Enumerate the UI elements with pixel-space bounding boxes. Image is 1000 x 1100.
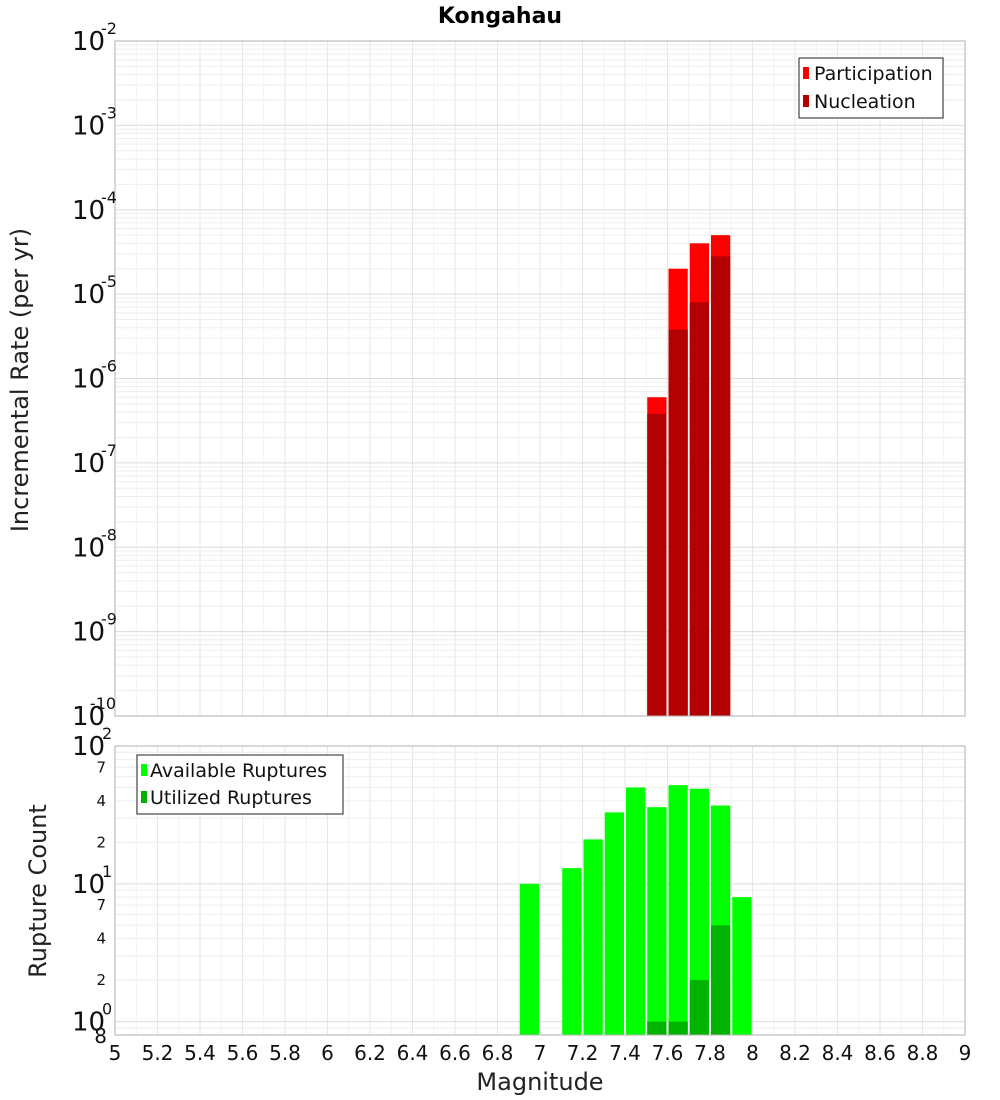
bottom-legend: Available Ruptures Utilized Ruptures [136, 754, 344, 815]
x-tick-label: 8.8 [907, 1041, 939, 1065]
top-y-tick-label: 10 [72, 280, 105, 310]
x-tick-label: 6.8 [482, 1041, 514, 1065]
bottom-y-minor-tick-label: 2 [96, 971, 106, 989]
x-tick-label: 6.6 [439, 1041, 471, 1065]
top-y-tick-exponent: -4 [101, 188, 117, 207]
x-tick-label: 8.4 [822, 1041, 854, 1065]
top-y-tick-label: 10 [72, 618, 105, 648]
x-tick-label: 6.2 [354, 1041, 386, 1065]
top-bars [647, 235, 731, 717]
legend-swatch-nucleation [803, 95, 809, 107]
legend-label-utilized: Utilized Ruptures [150, 787, 312, 809]
x-tick-label: 8.6 [864, 1041, 896, 1065]
top-y-tick-label: 10 [72, 365, 105, 395]
bottom-y-minor-tick-label: 2 [96, 833, 106, 851]
bottom-legend-box [136, 754, 344, 815]
available-ruptures-bar [732, 897, 752, 1035]
bottom-y-minor-tick-label: 7 [96, 758, 106, 776]
top-y-tick-exponent: -8 [101, 525, 117, 544]
x-tick-label: 7.8 [694, 1041, 726, 1065]
top-y-tick-exponent: -10 [90, 694, 116, 713]
nucleation-bar [689, 302, 709, 716]
available-ruptures-bar [689, 788, 709, 1035]
bottom-y-tick-label: 10 [72, 1008, 105, 1038]
top-y-axis-label: Incremental Rate (per yr) [6, 228, 34, 532]
bottom-y-tick-label: 10 [72, 732, 105, 762]
x-tick-label: 5 [109, 1041, 122, 1065]
top-y-tick-exponent: -2 [101, 19, 117, 38]
top-y-tick-label: 10 [72, 449, 105, 479]
chart-title: Kongahau [438, 4, 562, 29]
x-tick-label: 9 [959, 1041, 972, 1065]
available-ruptures-bar [519, 883, 539, 1035]
top-y-tick-label: 10 [72, 111, 105, 141]
legend-swatch-available [141, 764, 147, 776]
top-legend: Participation Nucleation [798, 57, 944, 119]
bottom-y-tick-exponent: 1 [102, 862, 112, 881]
utilized-ruptures-bar [668, 1021, 688, 1035]
bottom-plot-frame [114, 745, 966, 1036]
top-y-tick-exponent: -5 [101, 272, 117, 291]
top-gridlines [115, 41, 965, 717]
bottom-y-tick-exponent: 0 [102, 1000, 112, 1019]
x-tick-labels: 5 5.2 5.4 5.6 5.8 6 6.2 6.4 6.6 6.8 7 7.2 7.4 7.6 7.8 8… [109, 1041, 972, 1065]
top-plot-frame [114, 40, 966, 717]
nucleation-bar [668, 329, 688, 716]
bottom-y-tick-label: 10 [72, 870, 105, 900]
top-y-tick-exponent: -7 [101, 441, 117, 460]
bottom-gridlines [115, 746, 965, 1036]
bottom-y-minor-tick-label: 8 [94, 1024, 107, 1048]
bottom-y-minor-tick-label: 7 [96, 896, 106, 914]
x-axis-label: Magnitude [476, 1068, 603, 1096]
available-ruptures-bar [604, 812, 624, 1035]
x-tick-label: 8 [746, 1041, 759, 1065]
x-tick-label: 7.2 [567, 1041, 599, 1065]
utilized-ruptures-bar [689, 980, 709, 1035]
top-y-tick-label: 10 [72, 27, 105, 57]
available-ruptures-bar [668, 785, 688, 1035]
top-y-tick-exponent: -6 [101, 357, 117, 376]
top-y-tick-label: 10 [72, 533, 105, 563]
legend-swatch-participation [803, 67, 809, 79]
x-tick-label: 8.2 [779, 1041, 811, 1065]
utilized-ruptures-bar [711, 925, 731, 1035]
top-y-tick-label: 10 [72, 702, 105, 732]
available-ruptures-bar [626, 787, 646, 1035]
legend-swatch-utilized [141, 791, 147, 803]
bottom-y-tick-exponent: 2 [102, 724, 112, 743]
x-tick-label: 5.4 [184, 1041, 216, 1065]
nucleation-bar [711, 256, 731, 716]
bottom-y-minor-tick-label: 4 [96, 792, 106, 810]
bottom-y-minor-tick-label: 4 [96, 930, 106, 948]
x-tick-label: 7.6 [652, 1041, 684, 1065]
bottom-y-axis-label: Rupture Count [24, 804, 52, 978]
top-y-tick-label: 10 [72, 196, 105, 226]
available-ruptures-bar [647, 807, 667, 1035]
legend-label-available: Available Ruptures [150, 760, 327, 782]
nucleation-bar [647, 413, 667, 716]
x-tick-label: 7.4 [609, 1041, 641, 1065]
x-tick-label: 6.4 [397, 1041, 429, 1065]
top-legend-box [798, 57, 944, 119]
available-ruptures-bar [562, 868, 582, 1035]
x-tick-label: 5.2 [142, 1041, 174, 1065]
bottom-bars [519, 785, 752, 1035]
utilized-ruptures-bar [647, 1021, 667, 1035]
x-tick-label: 5.8 [269, 1041, 301, 1065]
top-y-tick-exponent: -3 [101, 103, 117, 122]
legend-label-participation: Participation [814, 63, 933, 85]
legend-label-nucleation: Nucleation [814, 91, 916, 113]
x-tick-label: 5.6 [227, 1041, 259, 1065]
top-y-tick-exponent: -9 [101, 610, 117, 629]
x-tick-label: 6 [321, 1041, 334, 1065]
available-ruptures-bar [583, 839, 603, 1035]
x-tick-label: 7 [534, 1041, 547, 1065]
